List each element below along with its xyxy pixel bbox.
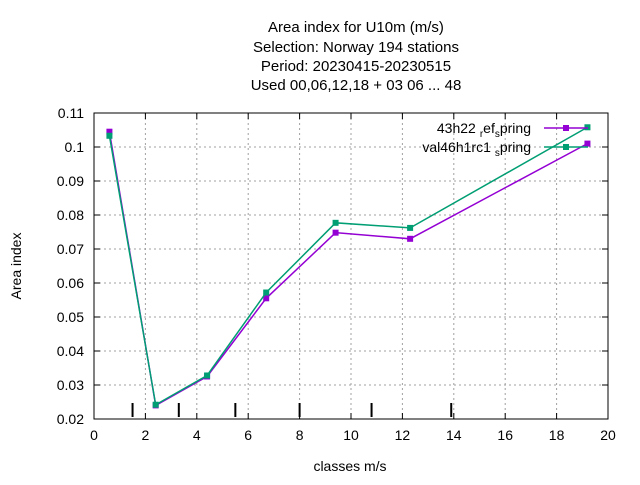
y-tick-label: 0.06 xyxy=(57,275,84,291)
data-point xyxy=(152,401,159,408)
legend: 43h22 refspring val46h1rc1 spring xyxy=(422,120,588,159)
x-tick-labels: 0 2 4 6 8 10 12 14 16 18 20 xyxy=(90,427,616,443)
x-tick-label: 2 xyxy=(142,427,150,443)
x-tick-label: 14 xyxy=(446,427,462,443)
x-tick-label: 18 xyxy=(549,427,565,443)
y-axis-label: Area index xyxy=(8,233,24,300)
y-tick-label: 0.11 xyxy=(58,105,84,121)
series-group xyxy=(106,124,591,409)
class-boundary-ticks xyxy=(131,403,453,417)
title-line-3: Period: 20230415-20230515 xyxy=(261,58,451,75)
legend-marker-1 xyxy=(563,125,569,131)
data-point xyxy=(332,229,339,236)
y-tick-label: 0.05 xyxy=(57,309,84,325)
legend-label-2: val46h1rc1 spring xyxy=(422,139,531,159)
x-tick-label: 16 xyxy=(497,427,513,443)
axis-ticks xyxy=(93,112,609,420)
grid xyxy=(94,113,608,419)
series-line xyxy=(108,126,588,406)
y-tick-label: 0.07 xyxy=(57,241,84,257)
y-tick-label: 0.1 xyxy=(65,139,85,155)
y-tick-label: 0.09 xyxy=(57,173,84,189)
data-point xyxy=(204,372,211,379)
y-tick-label: 0.04 xyxy=(57,343,84,359)
data-point xyxy=(263,289,270,296)
x-tick-label: 12 xyxy=(395,427,411,443)
series-1 xyxy=(106,128,591,409)
series-line xyxy=(108,131,588,407)
x-tick-label: 20 xyxy=(600,427,616,443)
y-tick-label: 0.02 xyxy=(57,411,84,427)
x-tick-label: 6 xyxy=(244,427,252,443)
legend-entry-2: val46h1rc1 spring xyxy=(422,139,588,159)
title-line-4: Used 00,06,12,18 + 03 06 ... 48 xyxy=(251,77,462,94)
x-tick-label: 0 xyxy=(90,427,98,443)
series-2 xyxy=(106,124,591,408)
title-line-1: Area index for U10m (m/s) xyxy=(268,19,444,36)
legend-marker-2 xyxy=(563,144,569,150)
legend-label-1: 43h22 refspring xyxy=(437,120,531,140)
data-point xyxy=(106,132,113,139)
x-axis-label: classes m/s xyxy=(313,458,386,474)
data-point xyxy=(584,140,591,147)
data-point xyxy=(106,128,113,135)
title-line-2: Selection: Norway 194 stations xyxy=(253,39,459,56)
data-point xyxy=(407,235,414,242)
y-tick-labels: 0.02 0.03 0.04 0.05 0.06 0.07 0.08 0.09 0.1 0.11 xyxy=(57,105,84,427)
x-tick-label: 8 xyxy=(296,427,304,443)
data-point xyxy=(263,295,270,302)
data-point xyxy=(332,219,339,226)
legend-entry-1: 43h22 refspring xyxy=(437,120,588,140)
y-tick-label: 0.03 xyxy=(57,377,84,393)
chart-title: Area index for U10m (m/s) Selection: Nor… xyxy=(251,19,462,94)
x-tick-label: 10 xyxy=(343,427,359,443)
x-tick-label: 4 xyxy=(193,427,201,443)
data-point xyxy=(407,224,414,231)
y-tick-label: 0.08 xyxy=(57,207,84,223)
